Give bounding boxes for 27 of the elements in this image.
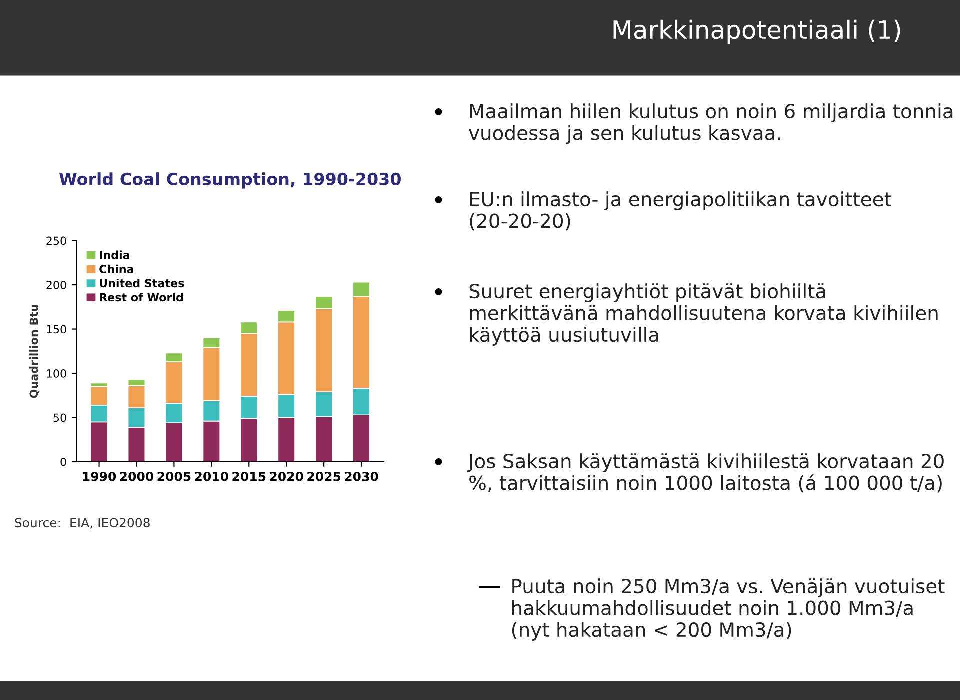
x-tick-label: 2000	[120, 472, 154, 482]
y-tick-label: 50	[54, 414, 66, 422]
y-axis-title: Quadrillion Btu	[30, 305, 40, 398]
y-tick-label: 250	[46, 236, 66, 246]
legend-label: Rest of World	[100, 293, 184, 302]
y-tick-label: 150	[47, 325, 66, 334]
legend-label: India	[100, 250, 130, 260]
text: Jos Saksan käyttämästä kivihiilestä korvataan 20 %, tarvittaisiin noin 1000 laitosta (á 100 000 t/a)	[467, 454, 944, 493]
y-tick-label: 0	[60, 458, 66, 466]
text: Markkinapotentiaali (1)	[614, 20, 900, 44]
y-tick-label: 200	[46, 281, 66, 290]
x-tick-label: 2015	[232, 472, 266, 482]
x-tick-label: 2005	[158, 472, 191, 482]
x-tick-label: 1990	[83, 472, 116, 482]
text: EU:n ilmasto- ja energiapolitiikan tavoitteet (20-20-20)	[470, 192, 892, 231]
text: Suuret energiayhtiöt pitävät biohiiltä merkittävänä mahdollisuutena korvata kivihiilen käyttöä uusiutuvilla	[470, 284, 938, 346]
source-note: Source: EIA, IEO2008	[15, 518, 150, 529]
x-tick-label: 2010	[195, 472, 228, 482]
text: Puuta noin 250 Mm3/a vs. Venäjän vuotuiset hakkuumahdollisuudet noin 1.000 Mm3/a (nyt hakataan < 200 Mm3/a)	[512, 578, 945, 641]
x-tick-label: 2030	[345, 472, 378, 482]
chart-title: World Coal Consumption, 1990-2030	[60, 172, 401, 189]
text: Maailman hiilen kulutus on noin 6 miljardia tonnia vuodessa ja sen kulutus kasvaa.	[469, 104, 953, 144]
legend-label: United States	[100, 278, 184, 288]
y-tick-label: 100	[47, 369, 66, 378]
x-tick-label: 2025	[308, 472, 341, 482]
x-tick-label: 2020	[270, 472, 304, 482]
legend-label: China	[100, 264, 134, 274]
